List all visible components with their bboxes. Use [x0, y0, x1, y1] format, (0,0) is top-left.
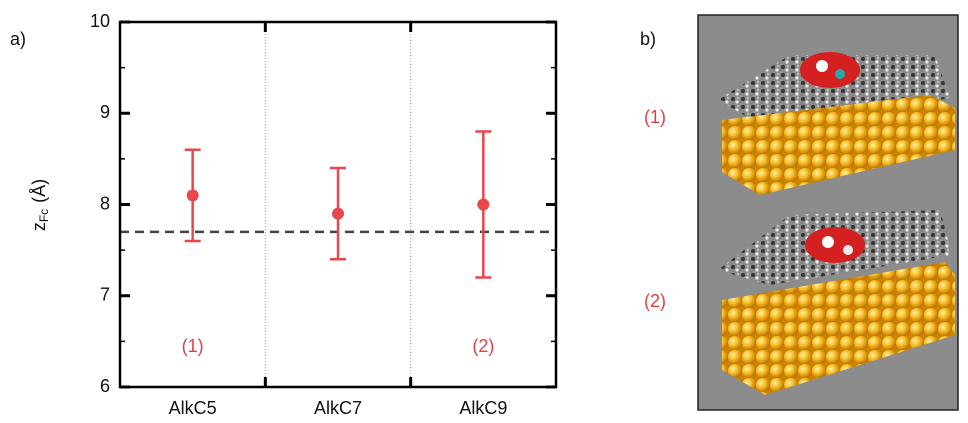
x-tick-label: AlkC9	[459, 398, 507, 418]
y-tick-label: 8	[100, 193, 110, 213]
molecular-images	[697, 14, 959, 411]
point	[332, 207, 344, 220]
y-tick-label: 9	[100, 102, 110, 122]
image-label: (1)	[644, 107, 666, 127]
plot-frame	[118, 20, 558, 389]
point	[477, 198, 490, 211]
image-label: (2)	[644, 291, 666, 311]
point	[186, 189, 199, 202]
x-tick-label: AlkC5	[169, 398, 217, 418]
y-label-unit: (Å)	[29, 179, 49, 203]
annotation: (1)	[182, 336, 204, 356]
y-axis-label: zFc (Å)	[29, 179, 51, 231]
annotation: (2)	[472, 336, 494, 356]
y-label-main: z	[29, 222, 49, 231]
y-label-sub: Fc	[37, 209, 51, 222]
y-tick-label: 7	[100, 285, 110, 305]
panel-label: b)	[640, 29, 656, 49]
y-tick-label: 6	[100, 376, 110, 396]
y-tick-label: 10	[90, 11, 110, 31]
x-tick-label: AlkC7	[314, 398, 362, 418]
panel-label: a)	[10, 29, 26, 49]
